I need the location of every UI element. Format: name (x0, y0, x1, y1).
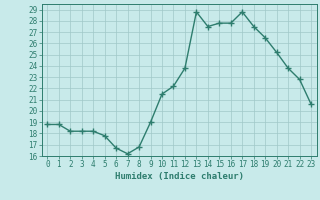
X-axis label: Humidex (Indice chaleur): Humidex (Indice chaleur) (115, 172, 244, 181)
